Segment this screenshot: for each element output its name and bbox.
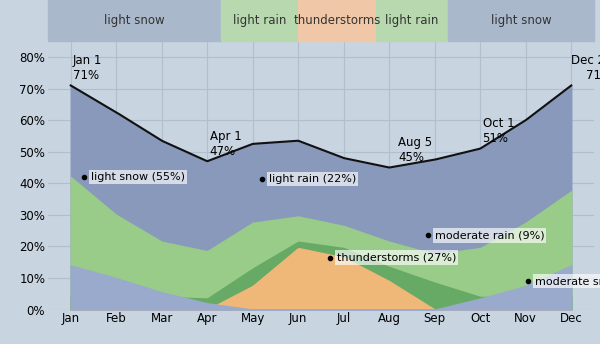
- Text: Apr 1
47%: Apr 1 47%: [209, 130, 241, 158]
- Text: thunderstorms: thunderstorms: [293, 14, 380, 27]
- Text: light rain (22%): light rain (22%): [269, 174, 356, 184]
- Text: Oct 1
51%: Oct 1 51%: [482, 117, 514, 146]
- Text: light rain: light rain: [233, 14, 286, 27]
- Text: light snow (55%): light snow (55%): [91, 172, 185, 182]
- Text: light rain: light rain: [385, 14, 439, 27]
- Text: moderate snow (14%): moderate snow (14%): [535, 276, 600, 286]
- Text: Aug 5
45%: Aug 5 45%: [398, 136, 433, 164]
- Text: Jan 1
71%: Jan 1 71%: [73, 54, 103, 82]
- Text: Dec 27
71%: Dec 27 71%: [571, 54, 600, 82]
- Text: thunderstorms (27%): thunderstorms (27%): [337, 252, 457, 262]
- Text: light snow: light snow: [104, 14, 165, 27]
- Text: moderate rain (9%): moderate rain (9%): [435, 230, 544, 240]
- Text: light snow: light snow: [491, 14, 551, 27]
